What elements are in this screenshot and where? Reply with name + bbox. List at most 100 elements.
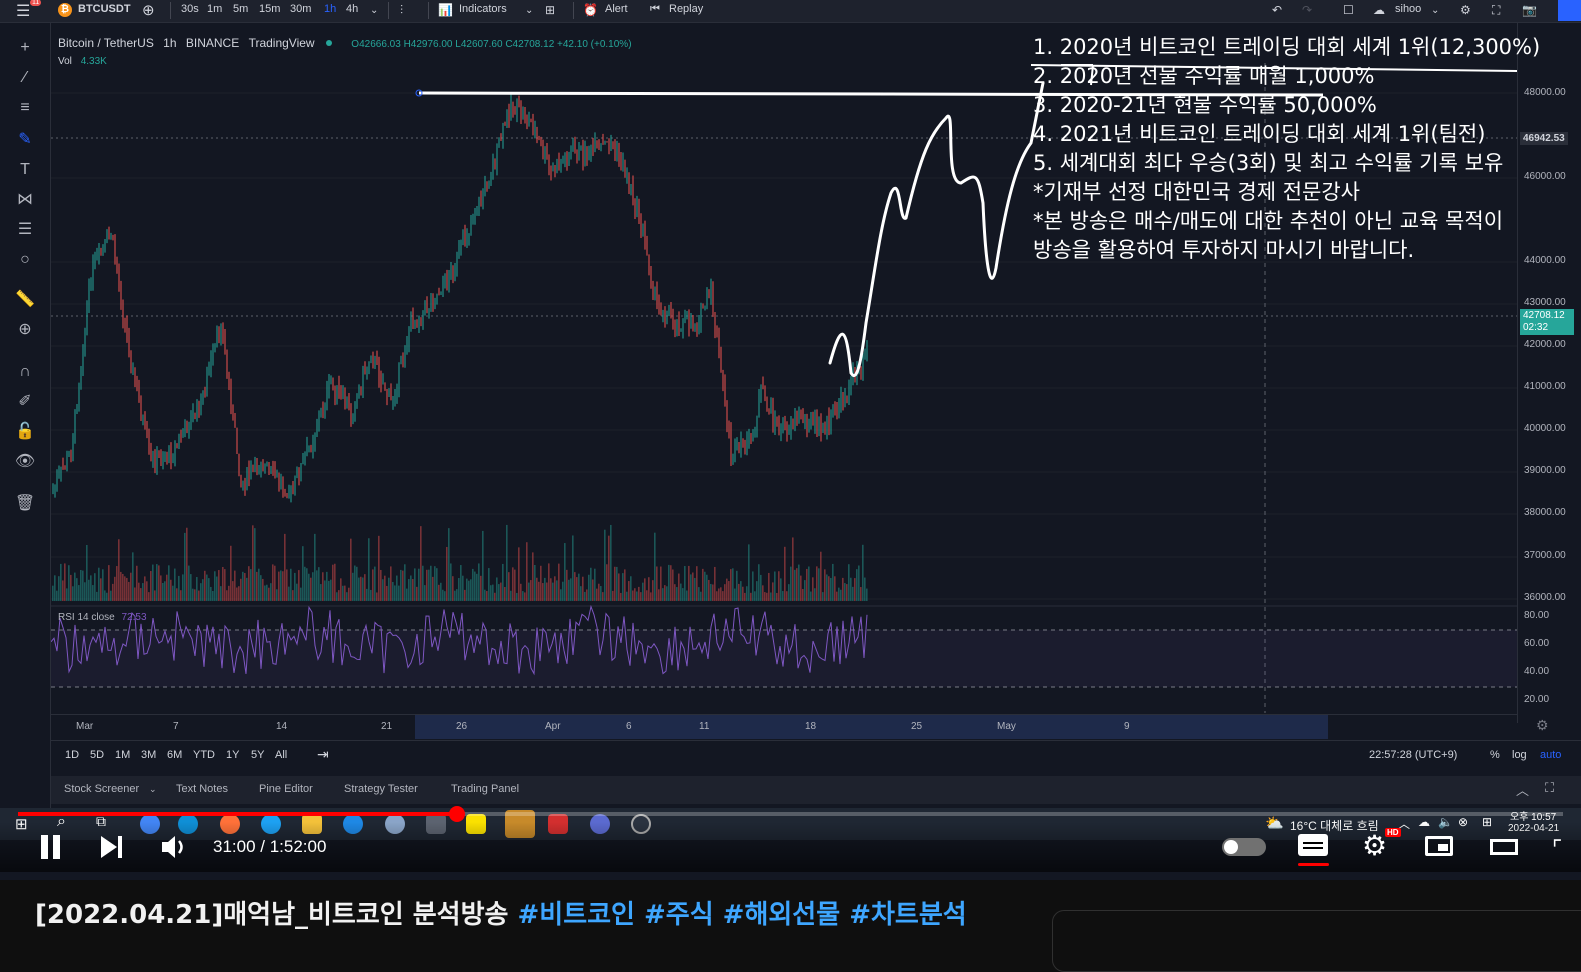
magnet-icon[interactable]: ∩: [19, 363, 31, 380]
timeframe-15m[interactable]: 15m: [259, 3, 281, 15]
volume-bar: [408, 579, 410, 601]
volume-bar: [732, 568, 734, 601]
tab-trading-panel[interactable]: Trading Panel: [451, 783, 520, 795]
lock-icon[interactable]: 🔓: [15, 423, 35, 440]
zoom-in-icon[interactable]: ⊕: [18, 321, 32, 338]
volume-bar: [320, 584, 322, 601]
stay-drawing-icon[interactable]: ✐: [18, 393, 32, 410]
pause-icon[interactable]: [38, 834, 64, 860]
range-1m[interactable]: 1M: [115, 749, 131, 761]
brush-icon[interactable]: ✎: [18, 131, 32, 148]
percent-toggle[interactable]: %: [1490, 749, 1500, 761]
alert-button[interactable]: Alert: [605, 3, 628, 15]
volume-bar: [510, 590, 512, 601]
volume-bar: [724, 584, 726, 601]
volume-bar: [368, 538, 370, 601]
range-5y[interactable]: 5Y: [251, 749, 265, 761]
screener-dropdown-icon[interactable]: ⌄: [149, 784, 157, 794]
shape-circle-icon[interactable]: ○: [20, 251, 30, 268]
settings-icon[interactable]: ⚙: [1362, 830, 1388, 861]
rsi-scale-label: 60.00: [1524, 638, 1550, 649]
range-3m[interactable]: 3M: [141, 749, 157, 761]
fullscreen-icon[interactable]: ⛶: [1492, 3, 1501, 17]
miniplayer-icon[interactable]: [1425, 836, 1453, 856]
tab-strategy-tester[interactable]: Strategy Tester: [344, 783, 418, 795]
volume-bar: [262, 578, 264, 601]
autoplay-toggle[interactable]: [1222, 838, 1266, 856]
trendline-icon[interactable]: ⁄: [23, 69, 27, 86]
timeframe-1m[interactable]: 1m: [207, 3, 223, 15]
crosshair-icon[interactable]: +: [20, 39, 30, 56]
redo-icon[interactable]: ↷: [1302, 3, 1313, 17]
next-video-icon[interactable]: [98, 834, 124, 860]
price-scale[interactable]: 48000.00 46000.00 44000.00 43000.00 42000.00…: [1517, 23, 1581, 723]
price-label: 41000.00: [1524, 381, 1566, 392]
tab-stock-screener[interactable]: Stock Screener: [64, 783, 140, 795]
fullscreen-player-icon[interactable]: ⌜: [1552, 836, 1563, 861]
volume-bar: [302, 546, 304, 601]
user-dropdown-icon[interactable]: ⌄: [1431, 5, 1440, 16]
volume-icon[interactable]: [160, 833, 190, 861]
task-view-icon[interactable]: ⧉: [96, 813, 106, 829]
timeframe-dropdown-icon[interactable]: ⌄: [370, 5, 379, 16]
tab-pine-editor[interactable]: Pine Editor: [259, 783, 313, 795]
range-1y[interactable]: 1Y: [226, 749, 240, 761]
chart-type-icon[interactable]: ⫶: [400, 3, 404, 17]
price-chart[interactable]: [51, 23, 1517, 713]
eye-icon[interactable]: 👁: [14, 453, 36, 470]
theater-mode-icon[interactable]: [1490, 839, 1518, 855]
video-progress-bar[interactable]: [18, 806, 1563, 822]
volume-bar: [266, 584, 268, 601]
clock-display[interactable]: 22:57:28 (UTC+9): [1369, 749, 1458, 761]
range-all[interactable]: All: [275, 749, 288, 761]
video-title: [2022.04.21]매억남_비트코인 분석방송 #비트코인 #주식 #해외선…: [35, 894, 967, 931]
legend-ohlc: O42666.03 H42976.00 L42607.60 C42708.12 …: [351, 39, 632, 50]
video-title-hashtags[interactable]: #비트코인 #주식 #해외선물 #차트분석: [517, 900, 967, 930]
pattern-icon[interactable]: ⋈: [17, 191, 33, 208]
settings-gear-icon[interactable]: ⚙: [1460, 3, 1471, 17]
menu-icon[interactable]: ☰: [16, 3, 31, 20]
video-scrubber[interactable]: [448, 806, 465, 822]
volume-bar: [150, 571, 152, 601]
layout-square-icon[interactable]: ☐: [1343, 3, 1354, 17]
video-player[interactable]: ☰ 11 ₿ BTCUSDT ⊕ 30s 1m 5m 15m 30m 1h 4h ⌄ ⫶ 📊…: [0, 0, 1581, 880]
timeframe-30s[interactable]: 30s: [181, 3, 199, 15]
log-toggle[interactable]: log: [1512, 749, 1527, 761]
tab-text-notes[interactable]: Text Notes: [176, 783, 228, 795]
volume-bar: [224, 569, 226, 601]
subtitles-icon[interactable]: [1298, 834, 1328, 856]
maximize-panel-icon[interactable]: ⛶: [1545, 780, 1555, 795]
range-1d[interactable]: 1D: [65, 749, 80, 761]
layouts-icon[interactable]: ⊞: [545, 3, 556, 17]
timeframe-30m[interactable]: 30m: [290, 3, 312, 15]
axis-settings-icon[interactable]: ⚙: [1536, 717, 1549, 733]
trash-icon[interactable]: 🗑: [14, 495, 36, 512]
taskbar-time[interactable]: 오후 10:57: [1510, 812, 1557, 823]
indicators-button[interactable]: Indicators: [459, 3, 507, 15]
ruler-icon[interactable]: 📏: [15, 291, 35, 308]
add-symbol-icon[interactable]: ⊕: [142, 2, 155, 19]
undo-icon[interactable]: ↶: [1272, 3, 1283, 17]
indicators-dropdown-icon[interactable]: ⌄: [525, 5, 534, 16]
replay-button[interactable]: Replay: [669, 3, 704, 15]
range-6m[interactable]: 6M: [167, 749, 183, 761]
symbol-search[interactable]: BTCUSDT: [78, 3, 131, 15]
text-tool-icon[interactable]: T: [20, 161, 30, 178]
collapse-panel-icon[interactable]: ︿: [1516, 783, 1530, 798]
time-axis[interactable]: Mar 7 14 21 26 Apr 6 11 18 25 May 9: [51, 714, 1517, 739]
search-icon[interactable]: ⌕: [57, 813, 66, 831]
auto-toggle[interactable]: auto: [1540, 749, 1562, 761]
goto-date-icon[interactable]: ⇥: [317, 746, 329, 762]
user-name[interactable]: sihoo: [1395, 3, 1422, 15]
timeframe-1h[interactable]: 1h: [324, 3, 337, 15]
camera-icon[interactable]: 📷: [1522, 3, 1537, 17]
publish-button[interactable]: [1558, 0, 1581, 21]
volume-bar: [190, 574, 192, 601]
timeframe-5m[interactable]: 5m: [233, 3, 249, 15]
fib-icon[interactable]: ≡: [20, 99, 30, 116]
range-ytd[interactable]: YTD: [193, 749, 215, 761]
timeframe-4h[interactable]: 4h: [346, 3, 359, 15]
volume-bar: [110, 590, 112, 601]
range-5d[interactable]: 5D: [90, 749, 105, 761]
prediction-icon[interactable]: ☰: [17, 221, 33, 238]
